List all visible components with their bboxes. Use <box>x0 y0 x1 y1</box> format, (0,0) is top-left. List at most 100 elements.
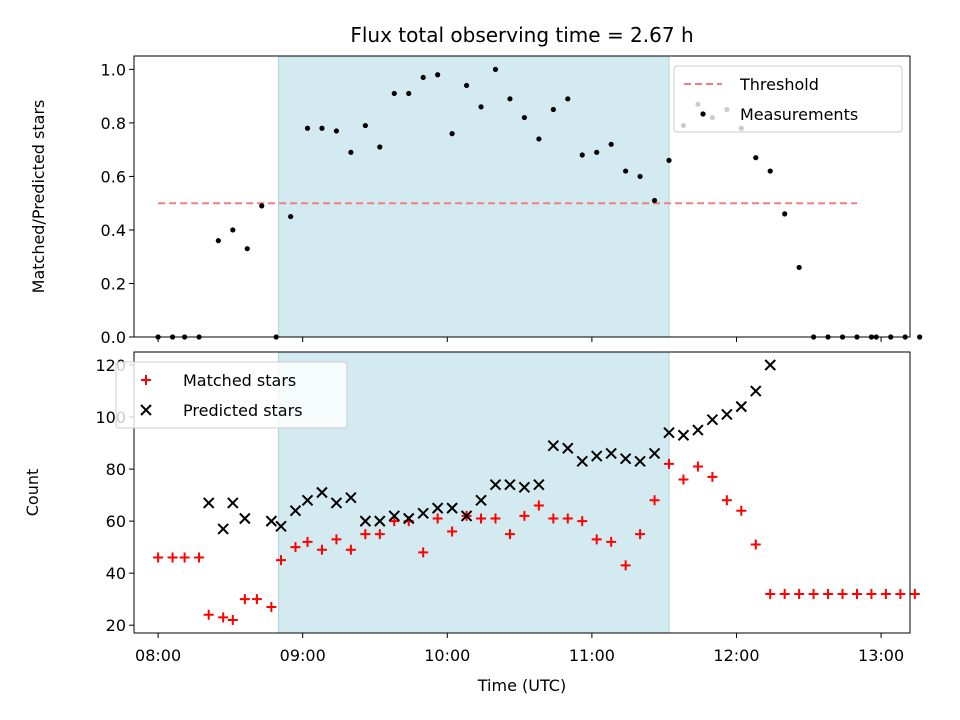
data-point <box>244 246 250 252</box>
data-point <box>909 588 920 599</box>
data-point <box>266 601 277 612</box>
data-point <box>230 227 236 233</box>
data-point <box>591 534 602 545</box>
data-point <box>435 72 441 78</box>
y-tick-label: 0.8 <box>101 114 126 133</box>
series-matched-stars <box>153 458 920 625</box>
data-point <box>504 529 515 540</box>
data-point <box>217 523 229 535</box>
data-point <box>666 157 672 163</box>
data-point <box>167 552 178 563</box>
data-point <box>302 536 313 547</box>
data-point <box>765 588 776 599</box>
data-point <box>417 507 429 520</box>
data-point <box>475 494 487 507</box>
y-tick-label: 1.0 <box>101 60 126 79</box>
axes-frame <box>133 55 911 338</box>
series-measurements <box>155 66 923 340</box>
data-point <box>348 149 354 155</box>
data-point <box>449 131 455 137</box>
data-point <box>275 520 287 533</box>
data-point <box>608 141 614 147</box>
x-tick-label: 12:00 <box>713 646 759 665</box>
data-point <box>374 529 385 540</box>
data-point <box>490 513 501 524</box>
data-point <box>389 516 400 527</box>
data-point <box>664 458 675 469</box>
data-point <box>692 424 704 436</box>
legend-label-threshold: Threshold <box>739 75 819 94</box>
x-tick-label: 13:00 <box>858 646 904 665</box>
data-point <box>706 413 719 426</box>
x-tick-label: 08:00 <box>135 646 181 665</box>
legend-swatch <box>140 404 152 416</box>
x-tick-label: 11:00 <box>569 646 615 665</box>
data-point <box>388 510 400 522</box>
data-point <box>460 510 473 522</box>
data-point <box>562 442 574 454</box>
data-point <box>579 152 585 158</box>
data-point <box>547 439 560 452</box>
data-point <box>796 264 802 271</box>
data-point <box>431 502 444 514</box>
data-point <box>290 542 301 553</box>
data-point <box>377 144 383 150</box>
data-point <box>518 481 531 494</box>
data-point <box>782 211 788 217</box>
data-point <box>750 385 762 397</box>
data-point <box>194 552 205 563</box>
data-point <box>619 452 632 465</box>
legend-box <box>115 361 348 429</box>
data-point <box>391 90 397 97</box>
data-point <box>215 238 221 244</box>
x-tick-label: 09:00 <box>280 646 326 665</box>
data-point <box>265 515 278 527</box>
legend: Matched stars Predicted stars <box>115 361 348 429</box>
y-tick-label: 40 <box>106 564 126 583</box>
data-point <box>736 505 747 516</box>
y-axis-label: Matched/Predicted stars <box>29 100 48 294</box>
legend: Threshold Measurements <box>673 65 903 133</box>
data-point <box>345 491 357 504</box>
data-point <box>418 547 429 558</box>
axes-frame <box>133 351 911 634</box>
data-point <box>548 513 559 524</box>
data-point <box>851 588 862 599</box>
shaded-observing-span <box>278 55 670 338</box>
data-point <box>492 66 499 72</box>
data-point <box>634 455 646 467</box>
y-tick-label: 0.2 <box>101 274 126 293</box>
data-point <box>447 526 458 537</box>
data-point <box>917 334 923 340</box>
data-point <box>533 478 545 491</box>
data-point <box>735 400 748 413</box>
data-point <box>794 588 805 599</box>
data-point <box>767 168 773 174</box>
data-point <box>239 512 251 525</box>
data-point <box>446 502 458 514</box>
data-point <box>521 114 528 121</box>
data-point <box>420 74 426 81</box>
data-point <box>203 609 214 620</box>
data-point <box>203 497 215 509</box>
data-point <box>779 588 790 599</box>
data-point <box>837 588 848 599</box>
legend-label: Matched stars <box>183 371 296 390</box>
x-tick-label: 10:00 <box>424 646 470 665</box>
x-axis-label: Time (UTC) <box>477 676 566 695</box>
data-point <box>721 495 732 506</box>
data-point <box>319 125 325 131</box>
legend-box <box>673 65 903 133</box>
data-point <box>218 612 229 623</box>
data-point <box>721 408 733 421</box>
data-point <box>536 136 542 142</box>
data-point <box>637 173 643 180</box>
y-tick-label: 60 <box>106 512 126 531</box>
data-point <box>750 539 761 550</box>
data-point <box>692 461 703 472</box>
legend-swatch <box>141 375 151 385</box>
data-point <box>562 513 573 524</box>
data-point <box>880 588 891 599</box>
data-point <box>331 534 342 545</box>
